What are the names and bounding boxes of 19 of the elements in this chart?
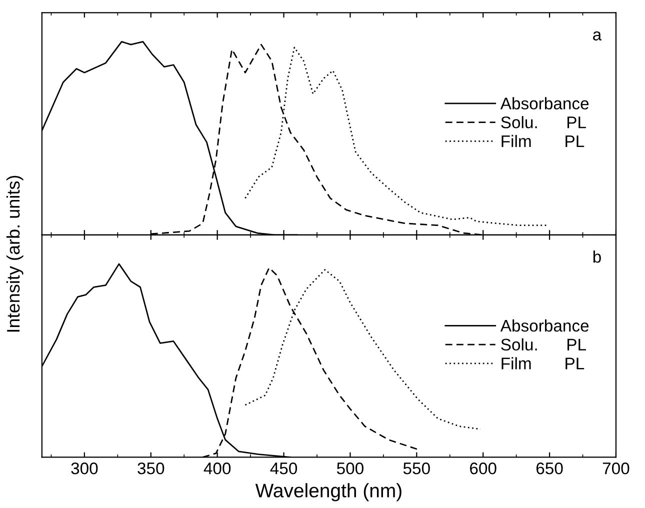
chart-title: b [593,250,601,263]
legend-label: Film PL [502,134,584,148]
legend-label: Solu. PL [501,116,586,128]
x-axis-title: Wavelength (nm) [255,483,402,502]
legend-label: Absorbance [500,319,589,332]
chart-title: a [593,31,602,40]
x-tick-label: 650 [536,462,563,474]
legend-label: Film PL [502,357,584,370]
x-tick-label: 400 [204,462,231,474]
y-axis-title: Intensity (arb. units) [6,176,24,332]
x-tick-label: 300 [71,462,98,474]
x-tick-label: 700 [602,462,630,474]
x-tick-label: 450 [270,462,298,474]
x-tick-label: 350 [138,462,164,474]
legend-label: Absorbance [500,97,589,110]
legend-label: Solu. PL [501,338,586,351]
x-tick-label: 600 [470,462,496,474]
x-tick-label: 550 [403,462,430,474]
x-tick-label: 500 [336,462,364,474]
